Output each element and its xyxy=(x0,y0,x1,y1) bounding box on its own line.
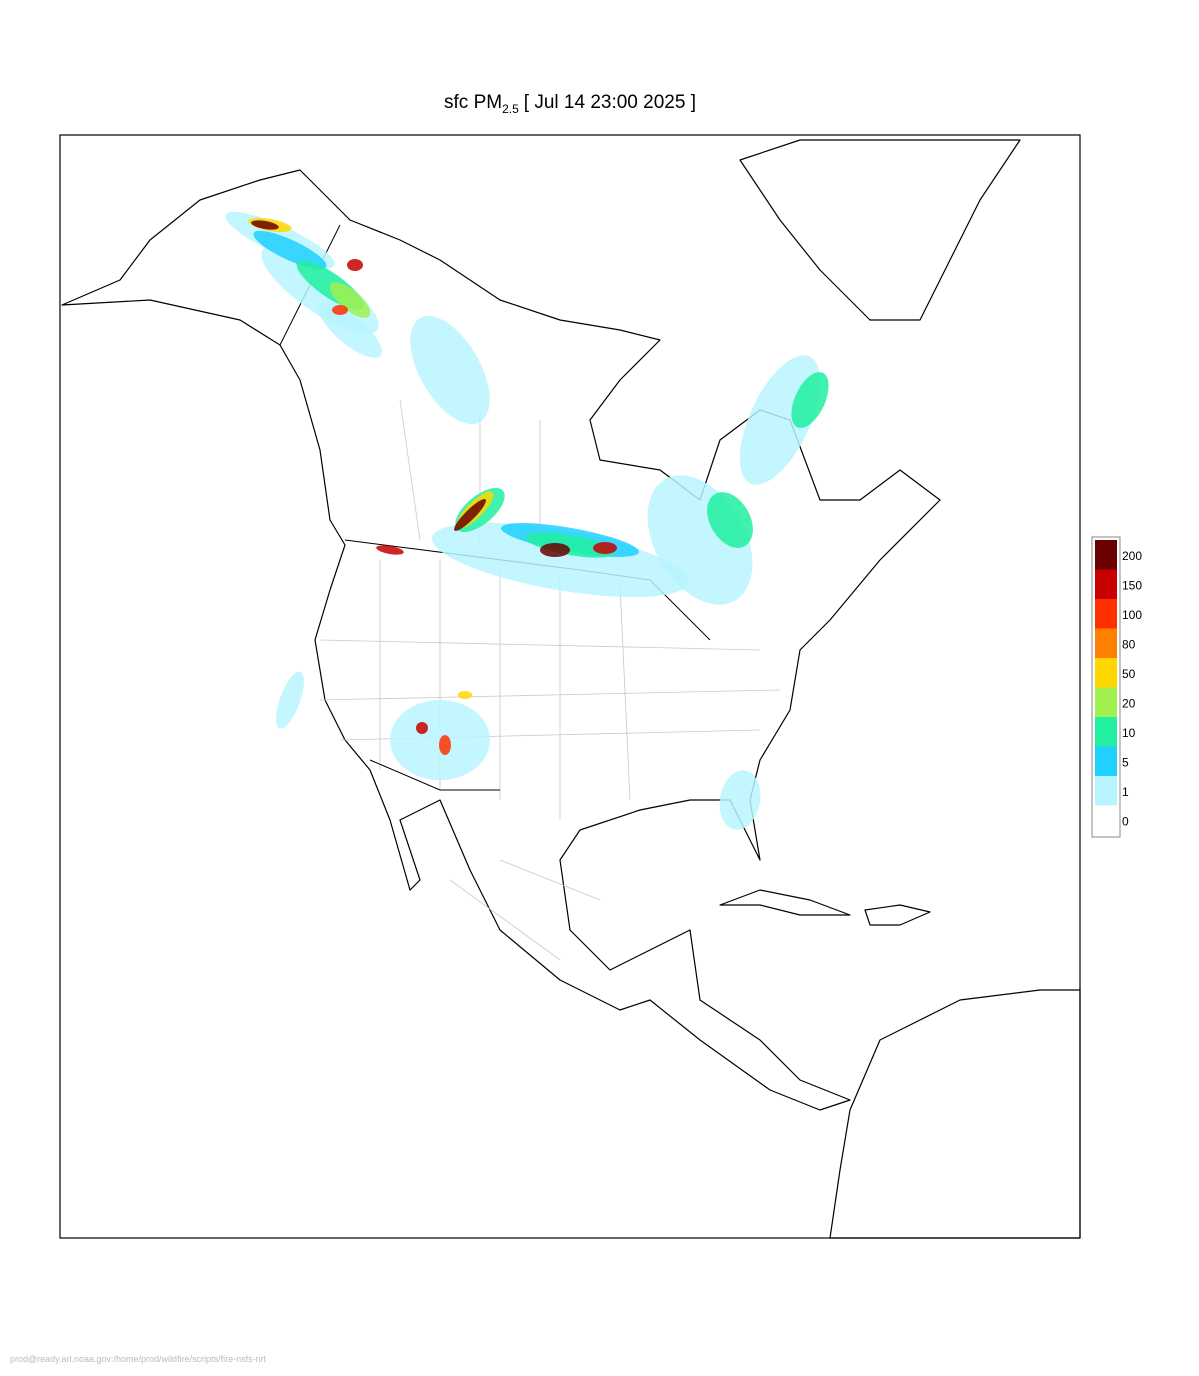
title-suffix: [ Jul 14 23:00 2025 ] xyxy=(524,92,696,113)
smoke-plume xyxy=(332,305,348,315)
smoke-plume xyxy=(525,532,615,558)
legend-label: 50 xyxy=(1122,667,1136,681)
legend-label: 5 xyxy=(1122,755,1129,769)
legend-label: 20 xyxy=(1122,696,1136,710)
smoke-plume xyxy=(540,543,570,557)
greenland xyxy=(739,139,1021,321)
title: sfc PM2.5 [ Jul 14 23:00 2025 ] xyxy=(444,92,696,116)
legend-swatch xyxy=(1095,746,1117,776)
smoke-plume xyxy=(707,492,753,548)
legend-swatch xyxy=(1095,540,1117,570)
legend-label: 200 xyxy=(1122,549,1142,563)
legend-label: 1 xyxy=(1122,785,1129,799)
smoke-plume xyxy=(454,499,486,531)
smoke-plume xyxy=(318,302,382,358)
map-frame xyxy=(59,134,1081,1239)
smoke-plume xyxy=(376,545,404,555)
hispaniola xyxy=(864,904,931,926)
state-lines xyxy=(319,399,781,961)
smoke-plume xyxy=(416,722,428,734)
legend-swatch xyxy=(1095,599,1117,629)
smoke-plume xyxy=(458,691,472,699)
legend-swatch xyxy=(1095,805,1117,835)
legend-swatch xyxy=(1095,776,1117,806)
legend-label: 80 xyxy=(1122,637,1136,651)
north-america xyxy=(61,169,941,1111)
smoke-plume xyxy=(791,372,829,428)
smoke-plume xyxy=(347,259,363,271)
map xyxy=(59,134,1081,1239)
smoke-plume xyxy=(276,671,304,729)
smoke-plume xyxy=(719,770,761,830)
smoke-plume xyxy=(431,522,689,598)
legend-swatch xyxy=(1095,687,1117,717)
legend-label: 100 xyxy=(1122,608,1142,622)
legend-swatch xyxy=(1095,628,1117,658)
legend-swatch xyxy=(1095,658,1117,688)
smoke-plume xyxy=(329,282,371,318)
title-subscript: 2.5 xyxy=(502,102,519,116)
title-prefix: sfc PM xyxy=(444,92,502,113)
legend-label: 150 xyxy=(1122,578,1142,592)
smoke-plume xyxy=(253,230,327,270)
smoke-plume xyxy=(439,735,451,755)
smoke-plume xyxy=(410,315,490,425)
legend-label: 10 xyxy=(1122,726,1136,740)
smoke-plume xyxy=(593,542,617,554)
smoke-plume xyxy=(251,220,279,230)
legend-swatch xyxy=(1095,569,1117,599)
cuba xyxy=(719,889,851,916)
footer: prod@ready.arl.noaa.gov:/home/prod/wildf… xyxy=(10,1354,267,1364)
legend-label: 0 xyxy=(1122,814,1129,828)
smoke-plumes xyxy=(225,211,829,830)
legend-swatch xyxy=(1095,717,1117,747)
